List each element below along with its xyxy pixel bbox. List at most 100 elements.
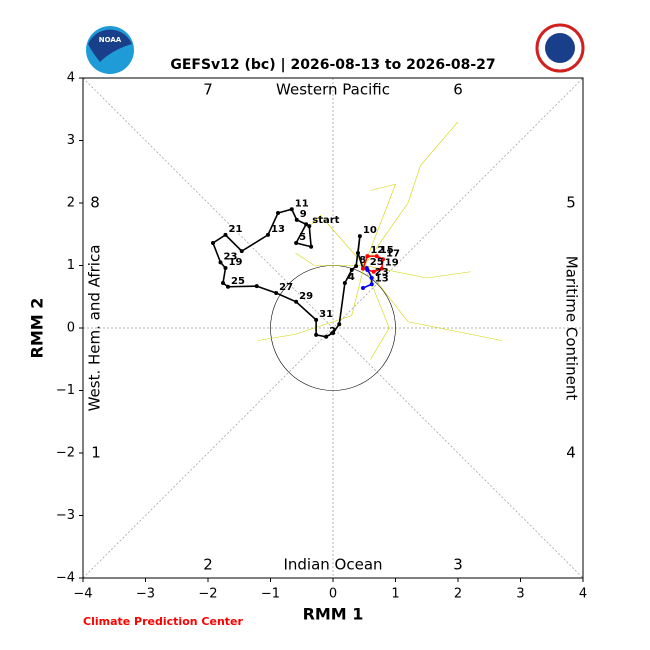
credit: Climate Prediction Center bbox=[83, 615, 243, 628]
x-tick-label: 4 bbox=[579, 587, 587, 602]
point bbox=[276, 211, 280, 215]
point bbox=[324, 334, 329, 339]
point bbox=[223, 266, 228, 270]
point bbox=[274, 291, 279, 295]
point bbox=[331, 331, 335, 335]
trajectory bbox=[364, 265, 471, 279]
point bbox=[254, 284, 259, 289]
phase-label: 6 bbox=[453, 81, 463, 99]
logo-wing bbox=[88, 29, 132, 62]
point bbox=[221, 281, 225, 285]
point bbox=[314, 332, 319, 337]
point bbox=[304, 222, 309, 227]
point-label: 5 bbox=[299, 232, 306, 243]
point bbox=[266, 232, 270, 237]
region-label: Western Pacific bbox=[276, 81, 390, 99]
y-tick-label: −2 bbox=[56, 446, 75, 461]
chart-title: GEFSv12 (bc) | 2026-08-13 to 2026-08-27 bbox=[170, 57, 495, 73]
phase-label: 5 bbox=[566, 194, 576, 212]
phase-label: 1 bbox=[91, 444, 101, 462]
x-axis-label: RMM 1 bbox=[303, 605, 364, 624]
point bbox=[349, 267, 354, 272]
trajectory bbox=[364, 265, 502, 341]
point-label: 23 bbox=[375, 267, 389, 278]
x-tick-label: 1 bbox=[391, 587, 399, 602]
point-label: 10 bbox=[363, 225, 377, 236]
y-tick-label: −1 bbox=[56, 383, 75, 398]
point bbox=[294, 217, 299, 222]
point bbox=[337, 322, 342, 327]
phase-label: 3 bbox=[453, 556, 463, 574]
x-tick-label: 3 bbox=[516, 587, 524, 602]
point bbox=[314, 317, 319, 322]
trajectory bbox=[307, 215, 365, 266]
point-label: 17 bbox=[386, 248, 400, 259]
region-label: West. Hem. and Africa bbox=[86, 245, 104, 412]
point bbox=[357, 234, 362, 239]
y-tick-label: 4 bbox=[67, 71, 75, 86]
point bbox=[294, 299, 299, 304]
point bbox=[211, 241, 215, 245]
y-tick-label: −4 bbox=[56, 571, 75, 586]
trajectory bbox=[363, 265, 390, 360]
point-label: 29 bbox=[299, 291, 313, 302]
trajectory bbox=[364, 121, 459, 266]
point-label: 15 bbox=[380, 245, 394, 256]
point bbox=[369, 282, 374, 287]
phase-label: 4 bbox=[566, 444, 576, 462]
logo-center bbox=[545, 33, 575, 63]
noaa-logo: NOAA bbox=[86, 26, 134, 74]
x-tick-label: −2 bbox=[198, 587, 217, 602]
point-label: 25 bbox=[231, 276, 245, 287]
phase-label: 8 bbox=[90, 194, 100, 212]
point bbox=[354, 264, 359, 269]
point-label: 13 bbox=[271, 224, 285, 235]
region-label: Indian Ocean bbox=[283, 556, 382, 574]
logo-text: NOAA bbox=[99, 36, 122, 44]
y-tick-label: −3 bbox=[56, 508, 75, 523]
y-tick-label: 2 bbox=[67, 196, 75, 211]
point-label: 13 bbox=[375, 273, 389, 284]
y-tick-label: 1 bbox=[67, 258, 75, 273]
point-label: 12 bbox=[370, 245, 384, 256]
point bbox=[365, 254, 370, 259]
x-tick-label: 0 bbox=[329, 587, 337, 602]
point bbox=[289, 207, 294, 212]
region-label: Maritime Continent bbox=[563, 256, 581, 401]
point bbox=[379, 266, 384, 271]
point bbox=[364, 266, 369, 270]
point bbox=[226, 284, 230, 289]
x-tick-label: −3 bbox=[136, 587, 155, 602]
point-label: 4 bbox=[348, 272, 355, 283]
trajectory bbox=[295, 252, 365, 266]
point bbox=[218, 260, 223, 265]
y-tick-label: 0 bbox=[67, 321, 75, 336]
point bbox=[374, 254, 379, 259]
point bbox=[369, 276, 374, 280]
y-axis-label: RMM 2 bbox=[28, 298, 47, 359]
point bbox=[356, 251, 360, 255]
point bbox=[223, 232, 228, 237]
point bbox=[361, 286, 365, 290]
point bbox=[371, 269, 376, 274]
point bbox=[361, 266, 365, 271]
point-label: 27 bbox=[279, 282, 293, 293]
trajectory bbox=[257, 265, 365, 341]
phase-label: 7 bbox=[203, 81, 213, 99]
point bbox=[309, 244, 314, 249]
point bbox=[307, 224, 312, 229]
x-tick-label: 2 bbox=[454, 587, 462, 602]
point-label: 23 bbox=[224, 251, 238, 262]
nws-logo bbox=[535, 23, 585, 73]
point-label: 9 bbox=[300, 209, 307, 220]
y-tick-label: 3 bbox=[67, 133, 75, 148]
point bbox=[342, 281, 347, 285]
point-label: 25 bbox=[370, 257, 384, 268]
point bbox=[381, 257, 385, 262]
x-tick-label: −4 bbox=[73, 587, 92, 602]
point-label: 19 bbox=[229, 257, 243, 268]
point-label: 11 bbox=[295, 198, 309, 209]
point-label: 19 bbox=[385, 258, 399, 269]
point-label: start bbox=[312, 215, 339, 226]
